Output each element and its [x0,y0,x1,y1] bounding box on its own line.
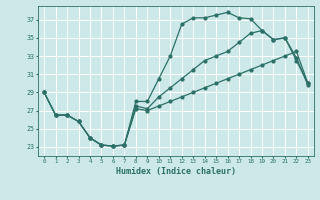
X-axis label: Humidex (Indice chaleur): Humidex (Indice chaleur) [116,167,236,176]
